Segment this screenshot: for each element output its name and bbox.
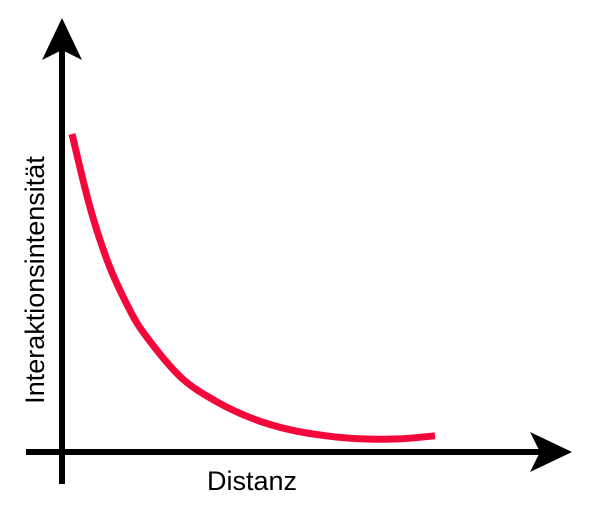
- x-axis-arrow-icon: [530, 432, 572, 472]
- series-curve: [68, 133, 436, 443]
- x-axis-label: Distanz: [207, 466, 297, 496]
- x-axis: [26, 432, 572, 472]
- y-axis: [42, 18, 82, 484]
- y-axis-label: Interaktionsintensität: [20, 156, 50, 404]
- y-axis-arrow-icon: [42, 18, 82, 60]
